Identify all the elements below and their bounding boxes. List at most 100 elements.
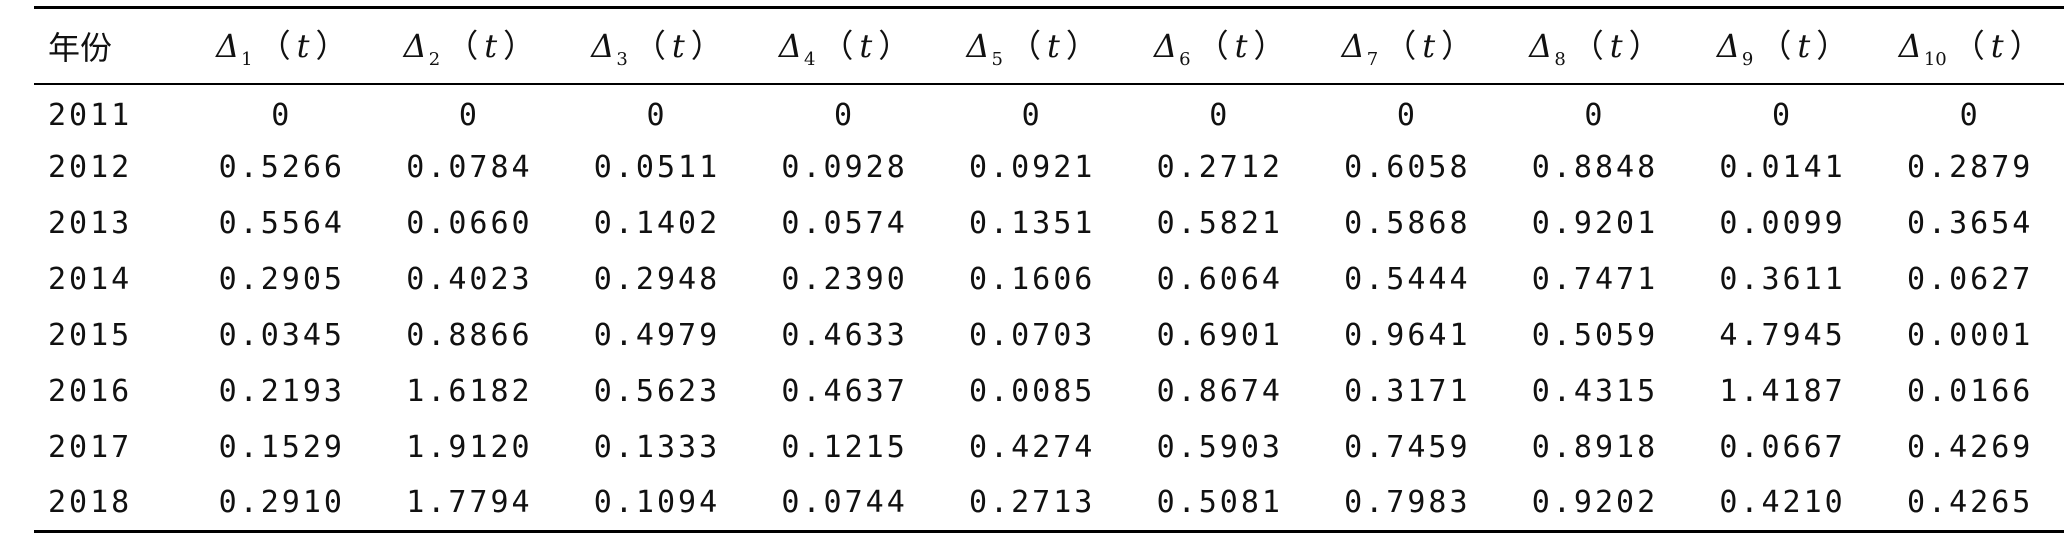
value-cell-delta-10: 0.4269 xyxy=(1906,430,2034,465)
year-cell: 2011 xyxy=(48,97,133,133)
value-cell-delta-5: 0.1606 xyxy=(968,262,1096,297)
table-row: 2012 0.5266 0.0784 0.0511 0.0928 0.0921 0.2712… xyxy=(34,140,2064,196)
time-variable: t xyxy=(1797,27,1811,66)
value-cell-delta-5: 0 xyxy=(1021,97,1043,133)
time-variable: t xyxy=(671,27,685,66)
value-cell-delta-2: 1.7794 xyxy=(406,485,533,521)
value-cell-delta-9: 1.4187 xyxy=(1719,374,1846,409)
delta-subscript: 1 xyxy=(241,49,253,71)
value-cell-delta-9: 0.0667 xyxy=(1719,430,1846,465)
paren-open: （ xyxy=(1384,27,1417,66)
value-cell-delta-1: 0 xyxy=(271,97,293,133)
paren-open: （ xyxy=(1009,27,1042,66)
value-cell-delta-10: 0.3654 xyxy=(1906,206,2034,241)
paren-close: ） xyxy=(1441,27,1474,66)
value-cell-delta-7: 0.7459 xyxy=(1344,430,1471,465)
time-variable: t xyxy=(1047,27,1060,66)
value-cell-delta-3: 0 xyxy=(646,97,668,133)
delta-subscript: 8 xyxy=(1554,49,1566,71)
table-row: 2013 0.5564 0.0660 0.1402 0.0574 0.1351 0.5821… xyxy=(34,196,2064,252)
delta-symbol: Δ xyxy=(591,27,615,66)
paren-open: （ xyxy=(1571,27,1604,66)
value-cell-delta-3: 0.1402 xyxy=(593,206,721,241)
value-cell-delta-10: 0.0001 xyxy=(1906,318,2034,353)
value-cell-delta-3: 0.1333 xyxy=(593,430,721,465)
table-body: 2011 0 0 0 0 0 0 0 0 0 0 2012 0.5266 0.0784 0.0511 0.09… xyxy=(34,84,2064,532)
header-delta-9: Δ 9 （t） xyxy=(1688,7,1877,85)
time-variable: t xyxy=(1422,27,1436,66)
delta-symbol: Δ xyxy=(403,27,427,66)
value-cell-delta-7: 0.3171 xyxy=(1344,374,1471,409)
value-cell-delta-5: 0.0085 xyxy=(968,374,1096,409)
value-cell-delta-9: 0 xyxy=(1772,97,1794,133)
header-delta-2: Δ 2 （t） xyxy=(375,7,564,85)
paren-open: （ xyxy=(446,27,479,66)
year-cell: 2018 xyxy=(48,485,133,521)
paren-close: ） xyxy=(315,27,348,66)
year-cell: 2014 xyxy=(48,262,133,297)
paren-close: ） xyxy=(1253,27,1286,66)
value-cell-delta-6: 0.5821 xyxy=(1156,206,1283,241)
table-row: 2015 0.0345 0.8866 0.4979 0.4633 0.0703 0.6901… xyxy=(34,308,2064,364)
year-cell: 2016 xyxy=(48,374,133,409)
value-cell-delta-1: 0.2193 xyxy=(218,374,345,409)
value-cell-delta-3: 0.2948 xyxy=(593,262,721,297)
value-cell-delta-4: 0.0928 xyxy=(781,150,908,185)
value-cell-delta-8: 0 xyxy=(1584,97,1606,133)
value-cell-delta-5: 0.1351 xyxy=(968,206,1096,241)
value-cell-delta-1: 0.5266 xyxy=(218,150,345,185)
value-cell-delta-7: 0.9641 xyxy=(1344,318,1471,353)
value-cell-delta-7: 0.5868 xyxy=(1344,206,1471,241)
value-cell-delta-2: 1.9120 xyxy=(406,430,533,465)
paren-close: ） xyxy=(690,27,723,66)
value-cell-delta-1: 0.2910 xyxy=(218,485,345,521)
value-cell-delta-5: 0.0703 xyxy=(968,318,1096,353)
delta-symbol: Δ xyxy=(778,27,802,66)
paren-open: （ xyxy=(258,27,291,66)
delta-subscript: 4 xyxy=(803,49,816,71)
value-cell-delta-9: 0.4210 xyxy=(1719,485,1846,521)
value-cell-delta-6: 0.8674 xyxy=(1156,374,1283,409)
delta-symbol: Δ xyxy=(966,27,990,66)
value-cell-delta-9: 0.0099 xyxy=(1719,206,1846,241)
value-cell-delta-3: 0.5623 xyxy=(593,374,721,409)
value-cell-delta-5: 0.0921 xyxy=(968,150,1096,185)
value-cell-delta-9: 0.0141 xyxy=(1719,150,1846,185)
value-cell-delta-2: 0.0784 xyxy=(406,150,533,185)
delta-symbol: Δ xyxy=(1898,27,1922,66)
value-cell-delta-6: 0.6901 xyxy=(1156,318,1283,353)
value-cell-delta-4: 0.4637 xyxy=(781,374,908,409)
header-delta-3: Δ 3 （t） xyxy=(563,7,751,85)
data-table: 年份 Δ 1 （t） Δ 2 （t） Δ 3 （t） Δ 4 （t） Δ 5 （t） Δ 6 （t） Δ… xyxy=(34,6,2064,533)
value-cell-delta-4: 0.2390 xyxy=(781,262,908,297)
time-variable: t xyxy=(484,27,498,66)
delta-symbol: Δ xyxy=(1341,27,1365,66)
header-delta-4: Δ 4 （t） xyxy=(750,7,939,85)
header-delta-10: Δ 10 （t） xyxy=(1876,7,2064,85)
value-cell-delta-10: 0.4265 xyxy=(1906,485,2034,521)
delta-subscript: 5 xyxy=(991,49,1003,71)
header-delta-1: Δ 1 （t） xyxy=(188,7,376,85)
header-delta-5: Δ 5 （t） xyxy=(938,7,1126,85)
value-cell-delta-4: 0.0574 xyxy=(781,206,908,241)
value-cell-delta-8: 0.8918 xyxy=(1531,430,1659,465)
paren-close: ） xyxy=(1065,27,1098,66)
paren-open: （ xyxy=(1759,27,1792,66)
value-cell-delta-6: 0.2712 xyxy=(1156,150,1283,185)
delta-subscript: 9 xyxy=(1741,49,1754,71)
paren-open: （ xyxy=(633,27,666,66)
value-cell-delta-4: 0 xyxy=(834,97,856,133)
value-cell-delta-5: 0.4274 xyxy=(968,430,1096,465)
header-delta-8: Δ 8 （t） xyxy=(1501,7,1689,85)
table-container: 年份 Δ 1 （t） Δ 2 （t） Δ 3 （t） Δ 4 （t） Δ 5 （t） Δ 6 （t） Δ… xyxy=(34,6,2064,533)
value-cell-delta-2: 0.0660 xyxy=(406,206,533,241)
value-cell-delta-7: 0.7983 xyxy=(1344,485,1471,521)
delta-symbol: Δ xyxy=(1529,27,1553,66)
year-cell: 2015 xyxy=(48,318,133,353)
value-cell-delta-8: 0.5059 xyxy=(1531,318,1659,353)
value-cell-delta-2: 0.4023 xyxy=(406,262,533,297)
value-cell-delta-3: 0.1094 xyxy=(593,485,721,521)
value-cell-delta-8: 0.9202 xyxy=(1531,485,1659,521)
time-variable: t xyxy=(1234,27,1248,66)
value-cell-delta-8: 0.9201 xyxy=(1531,206,1659,241)
